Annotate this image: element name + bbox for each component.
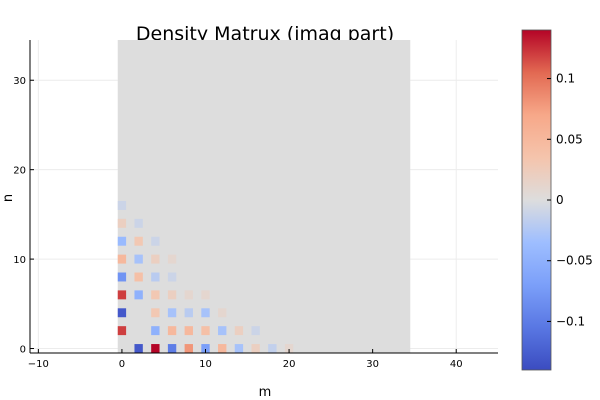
heatmap-cell xyxy=(167,290,177,300)
heatmap-cell xyxy=(117,218,127,228)
heatmap-cell xyxy=(134,254,143,264)
heatmap-cell xyxy=(151,344,160,353)
heatmap-cell xyxy=(117,290,127,300)
heatmap-cell xyxy=(151,254,160,264)
heatmap-cell xyxy=(218,326,227,336)
y-axis-ticks: 0 10 20 30 xyxy=(13,76,34,356)
heatmap-cell xyxy=(251,344,260,353)
y-tick-label: 0 xyxy=(20,345,26,356)
colorbar-tick-label: 0 xyxy=(556,193,564,207)
heatmap-cell xyxy=(151,290,160,300)
heatmap-cell xyxy=(184,290,193,300)
heatmap-cell xyxy=(167,308,177,318)
heatmap-cell xyxy=(201,290,210,300)
x-tick-label: 10 xyxy=(199,359,212,370)
heatmap-cell xyxy=(184,308,193,318)
x-axis-label: m xyxy=(259,385,272,400)
heatmap-cell xyxy=(117,200,127,210)
x-tick-label: 20 xyxy=(283,359,296,370)
colorbar-tick-label: −0.05 xyxy=(556,254,593,268)
colorbar: 0.1 0.05 0 −0.05 −0.1 xyxy=(521,29,593,371)
heatmap-cell xyxy=(117,272,127,282)
heatmap-cell xyxy=(184,326,193,336)
heatmap-cell xyxy=(151,326,160,336)
heatmap-cell xyxy=(201,344,210,353)
heatmap-cell xyxy=(251,326,260,336)
x-tick-label: 40 xyxy=(450,359,463,370)
y-tick-label: 30 xyxy=(13,76,26,87)
heatmap-cell xyxy=(134,272,143,282)
heatmap-cell xyxy=(134,218,143,228)
heatmap-cell xyxy=(151,236,160,246)
x-tick-label: 30 xyxy=(366,359,379,370)
heatmap-cell xyxy=(134,236,143,246)
heatmap-cell xyxy=(167,344,177,353)
colorbar-tick-label: 0.1 xyxy=(556,72,575,86)
heatmap-cell xyxy=(151,272,160,282)
heatmap-background xyxy=(117,40,411,353)
heatmap-cell xyxy=(284,344,294,353)
colorbar-ticks: 0.1 0.05 0 −0.05 −0.1 xyxy=(547,72,593,328)
colorbar-tick-label: 0.05 xyxy=(556,132,583,146)
x-axis-ticks: −10 0 10 20 30 40 xyxy=(28,349,463,370)
x-tick-label: 0 xyxy=(119,359,125,370)
x-tick-label: −10 xyxy=(28,359,49,370)
axes xyxy=(29,40,498,354)
heatmap-cell xyxy=(117,308,127,318)
heatmap-cell xyxy=(151,308,160,318)
colorbar-gradient xyxy=(521,29,552,371)
chart-title: Density Matrux (imag part) xyxy=(136,23,394,45)
heatmap-cell xyxy=(184,344,193,353)
heatmap-cells xyxy=(117,200,294,353)
heatmap-cell xyxy=(117,236,127,246)
heatmap-cell xyxy=(134,344,143,353)
colorbar-tick-label: −0.1 xyxy=(556,314,585,328)
heatmap-cell xyxy=(234,344,244,353)
heatmap-cell xyxy=(117,326,127,336)
heatmap-cell xyxy=(167,272,177,282)
heatmap-cell xyxy=(218,308,227,318)
heatmap-cell xyxy=(201,308,210,318)
heatmap-cell xyxy=(268,344,277,353)
heatmap-cell xyxy=(134,290,143,300)
heatmap-cell xyxy=(234,326,244,336)
heatmap-cell xyxy=(117,254,127,264)
heatmap-cell xyxy=(218,344,227,353)
y-tick-label: 20 xyxy=(13,166,26,177)
heatmap-cell xyxy=(167,326,177,336)
y-axis-label: n xyxy=(1,194,16,202)
y-tick-label: 10 xyxy=(13,255,26,266)
heatmap-cell xyxy=(201,326,210,336)
heatmap-cell xyxy=(167,254,177,264)
